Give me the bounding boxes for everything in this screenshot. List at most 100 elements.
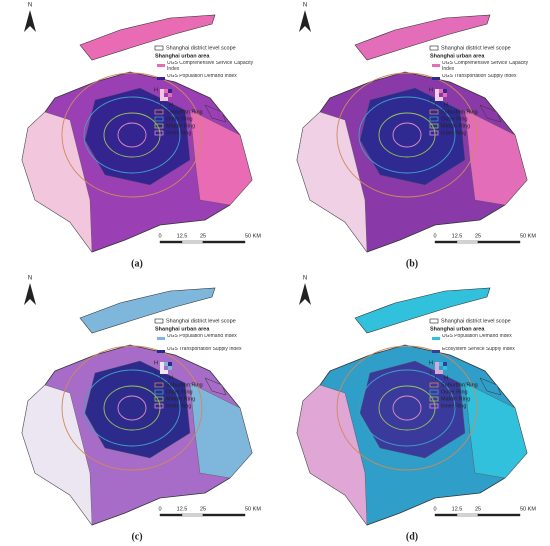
- bivariate-cell: [435, 97, 439, 101]
- legend-ring: Middle Ring: [441, 396, 470, 402]
- legend-ring-swatch: [429, 109, 439, 115]
- legend-index-text: UGS Transportation Supply Index: [167, 347, 242, 352]
- bivariate-cell: [443, 97, 447, 101]
- legend-ring: Outer Ring: [441, 389, 468, 395]
- legend-index: UGS Population Demand Index: [167, 334, 237, 339]
- scale-label: 50 KM: [245, 506, 261, 512]
- legend-district-swatch: [429, 318, 439, 324]
- legend-high-y: H: [429, 87, 433, 93]
- scale-segment: [202, 240, 246, 244]
- bivariate-cell: [168, 93, 172, 97]
- bivariate-cell: [168, 366, 172, 370]
- scale-label: 50 KM: [245, 233, 261, 239]
- bivariate-cell: [443, 366, 447, 370]
- bivariate-cell: [160, 366, 164, 370]
- bivariate-cell: [435, 362, 439, 366]
- island: [79, 14, 216, 61]
- bivariate-cell: [435, 89, 439, 93]
- small-island: [204, 377, 227, 396]
- bivariate-cell: [439, 362, 443, 366]
- bivariate-cell: [168, 97, 172, 101]
- west-region: [296, 384, 368, 526]
- ring: [61, 72, 203, 198]
- scale-segment: [202, 513, 246, 517]
- small-island: [204, 104, 227, 123]
- legend-index-swatch: [157, 350, 165, 353]
- legend-index-swatch: [432, 64, 440, 67]
- legend-ring: Middle Ring: [441, 123, 470, 129]
- scale-segment: [456, 513, 479, 517]
- bivariate-cell: [160, 97, 164, 101]
- scale-segment: [477, 240, 521, 244]
- map-panel: N Shanghai district level scope Shanghai u…: [21, 276, 261, 542]
- core-region: [359, 87, 466, 186]
- scale-label: 25: [475, 506, 481, 512]
- bivariate-cell: [160, 89, 164, 93]
- legend-ring: Inner Ring: [166, 403, 191, 409]
- ring: [117, 122, 147, 148]
- legend-ring-swatch: [429, 396, 439, 402]
- ring: [117, 395, 147, 421]
- legend-district: Shanghai district level scope: [441, 45, 511, 51]
- legend-index-text: UGS Comprehensive Service Capacity Index: [442, 61, 529, 72]
- bivariate-cell: [164, 362, 168, 366]
- map-panel: N Shanghai district level scope Shanghai u…: [296, 276, 536, 542]
- bivariate-cell: [443, 370, 447, 374]
- north-label: N: [28, 276, 32, 282]
- core-region: [359, 360, 466, 459]
- legend-ring-swatch: [429, 382, 439, 388]
- legend-low-y: L: [429, 370, 432, 376]
- ring: [83, 96, 181, 174]
- small-island: [479, 377, 502, 396]
- legend-ring: Inner Ring: [166, 130, 191, 136]
- bivariate-cell: [160, 370, 164, 374]
- legend-ring-swatch: [154, 403, 164, 409]
- bivariate-cell: [443, 89, 447, 93]
- legend-low-x: L: [434, 102, 437, 108]
- bivariate-cell: [435, 93, 439, 97]
- legend-district-swatch: [429, 45, 439, 51]
- legend-index: Ecosystem Service Supply Index: [442, 347, 515, 352]
- legend-high-x: H: [444, 375, 448, 381]
- panel-label: (c): [131, 531, 142, 542]
- legend-index-swatch: [157, 77, 165, 80]
- bivariate-cell: [435, 370, 439, 374]
- legend-ring-swatch: [429, 123, 439, 129]
- east-region: [189, 382, 253, 479]
- legend-high-x: H: [169, 375, 173, 381]
- legend-low-x: L: [159, 375, 162, 381]
- scale-label: 25: [200, 506, 206, 512]
- ring: [61, 345, 203, 471]
- legend-ring: Suburban Ring: [166, 109, 203, 115]
- legend-ring-swatch: [429, 389, 439, 395]
- legend-district: Shanghai district level scope: [166, 45, 236, 51]
- bivariate-cell: [439, 93, 443, 97]
- scale-label: 0: [433, 233, 436, 239]
- bivariate-cell: [435, 366, 439, 370]
- legend-high-y: H: [154, 360, 158, 366]
- scale-label: 12.5: [452, 506, 463, 512]
- legend-low-x: L: [159, 102, 162, 108]
- ring: [336, 72, 478, 198]
- north-label: N: [28, 3, 32, 9]
- ring: [336, 345, 478, 471]
- bivariate-cell: [160, 362, 164, 366]
- small-island: [479, 104, 502, 123]
- legend-ring-swatch: [154, 116, 164, 122]
- legend-high-y: H: [429, 360, 433, 366]
- core-region: [84, 87, 191, 186]
- north-arrow: [299, 283, 311, 305]
- legend-ring-swatch: [154, 396, 164, 402]
- legend-high-x: H: [444, 102, 448, 108]
- island: [79, 287, 216, 334]
- north-arrow: [24, 283, 36, 305]
- scale-segment: [181, 240, 204, 244]
- scale-segment: [159, 513, 183, 517]
- legend-index-swatch: [432, 77, 440, 80]
- legend-index-swatch: [432, 350, 440, 353]
- legend-index: UGS Transportation Supply Index: [442, 74, 517, 79]
- legend-low-y: L: [429, 97, 432, 103]
- core-region: [84, 360, 191, 459]
- legend-ring-swatch: [429, 403, 439, 409]
